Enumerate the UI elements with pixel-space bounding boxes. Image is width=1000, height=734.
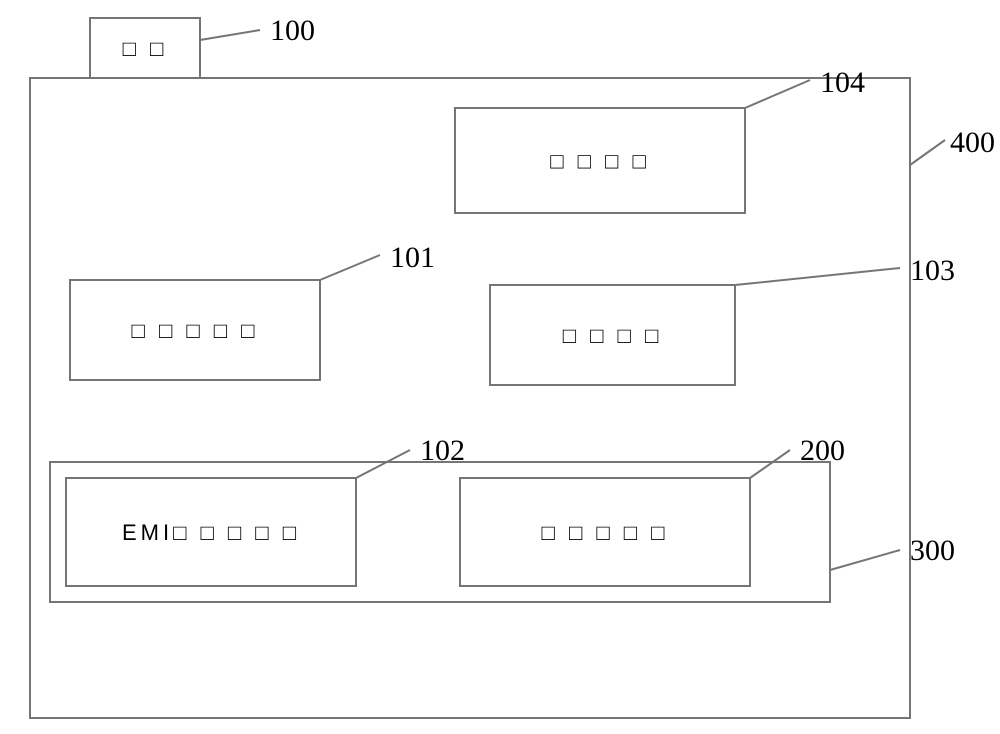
label-300: 300 — [910, 534, 955, 567]
block-text: □ □ □ □ — [563, 323, 663, 348]
block-text: □ □ — [123, 36, 168, 61]
block-103: □ □ □ □ — [490, 285, 735, 385]
block-104: □ □ □ □ — [455, 108, 745, 213]
block-102: EMI□ □ □ □ □ — [66, 478, 356, 586]
block-200: □ □ □ □ □ — [460, 478, 750, 586]
block-101: □ □ □ □ □ — [70, 280, 320, 380]
label-400: 400 — [950, 126, 995, 159]
label-102: 102 — [420, 434, 465, 467]
label-101: 101 — [390, 241, 435, 274]
label-104: 104 — [820, 66, 865, 99]
label-100: 100 — [270, 14, 315, 47]
block-text: □ □ □ □ □ — [132, 318, 259, 343]
label-103: 103 — [910, 254, 955, 287]
block-text: EMI□ □ □ □ □ — [122, 520, 300, 545]
block-text: □ □ □ □ — [550, 148, 650, 173]
block-text: □ □ □ □ □ — [542, 520, 669, 545]
block-100: □ □ — [90, 18, 200, 78]
label-200: 200 — [800, 434, 845, 467]
